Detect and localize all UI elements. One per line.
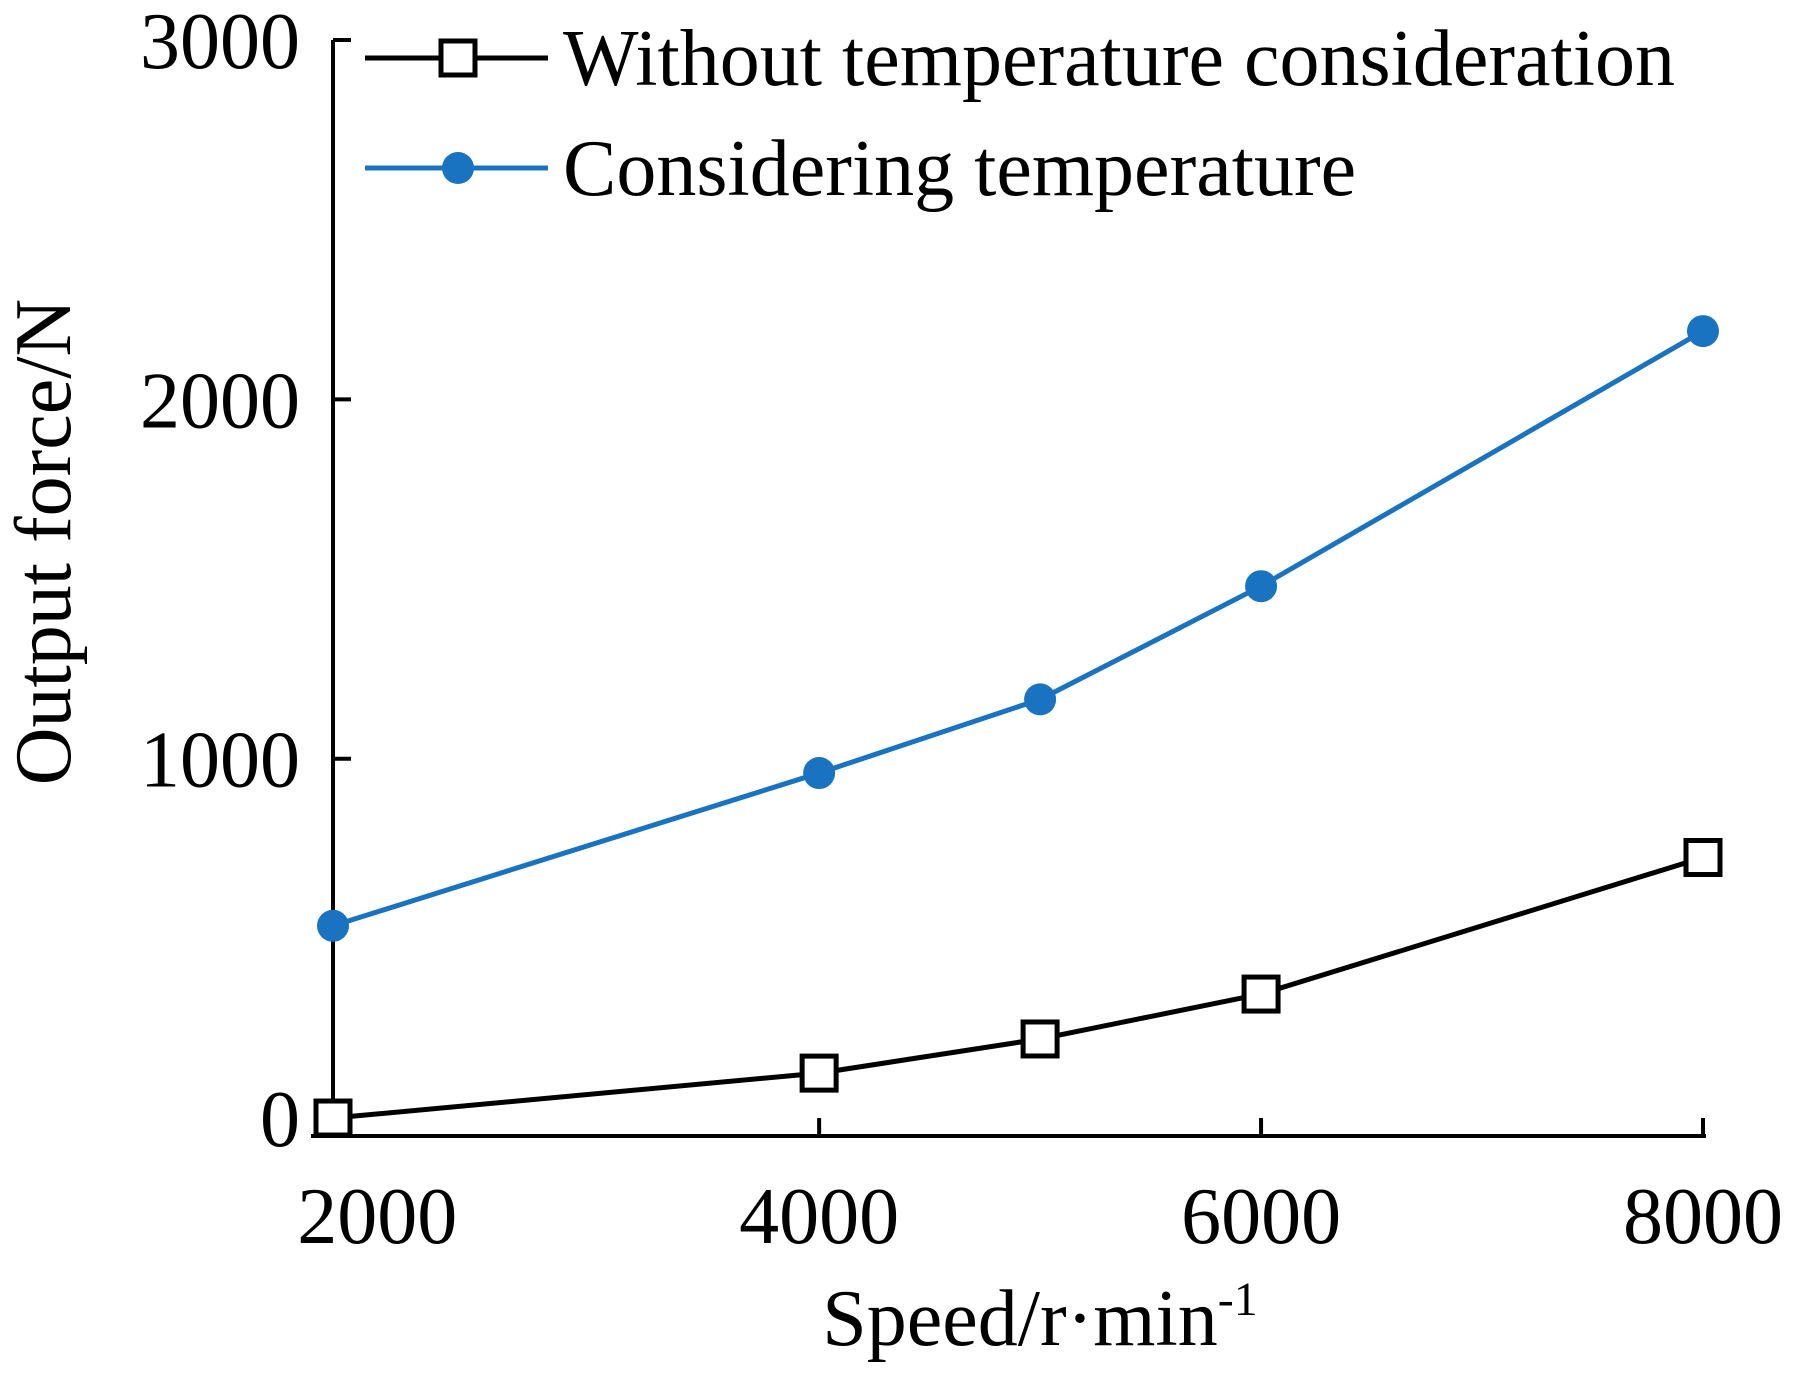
data-point-square bbox=[313, 1098, 353, 1138]
series-layer bbox=[313, 315, 1723, 1138]
series-line-1 bbox=[332, 855, 1704, 1121]
x-axis-title-superscript: -1 bbox=[1218, 1273, 1258, 1326]
y-tick-label: 0 bbox=[260, 1076, 300, 1164]
series-line-2 bbox=[332, 328, 1705, 929]
y-tick-label: 3000 bbox=[140, 0, 300, 86]
legend: Without temperature consideration Conside… bbox=[365, 15, 1675, 213]
x-axis-title-text: Speed/r·min bbox=[822, 1275, 1217, 1363]
y-tick-label: 2000 bbox=[140, 357, 300, 445]
data-point-square bbox=[1020, 1019, 1060, 1059]
legend-marker-circle bbox=[442, 152, 474, 184]
legend-label-2: Considering temperature bbox=[563, 125, 1356, 213]
x-tick-label: 2000 bbox=[297, 1173, 457, 1261]
y-axis-title: Output force/N bbox=[0, 299, 88, 786]
data-point-square bbox=[1683, 838, 1723, 878]
x-tick-label: 6000 bbox=[1181, 1173, 1341, 1261]
data-point-circle bbox=[317, 909, 349, 942]
data-point-square bbox=[799, 1053, 839, 1093]
legend-label-1: Without temperature consideration bbox=[563, 15, 1675, 103]
x-tick-label: 4000 bbox=[739, 1173, 899, 1261]
data-point-circle bbox=[803, 757, 836, 790]
data-point-circle bbox=[1024, 683, 1057, 716]
legend-marker-square bbox=[438, 38, 478, 78]
axes: 0 1000 2000 3000 2000 4000 6000 8000 bbox=[140, 0, 1783, 1261]
data-point-square bbox=[1241, 974, 1281, 1014]
y-tick-label: 1000 bbox=[140, 717, 300, 805]
x-axis-title: Speed/r·min-1 bbox=[822, 1273, 1257, 1363]
x-tick-label: 8000 bbox=[1623, 1173, 1783, 1261]
data-point-circle bbox=[1245, 570, 1278, 603]
data-point-circle bbox=[1687, 315, 1719, 348]
